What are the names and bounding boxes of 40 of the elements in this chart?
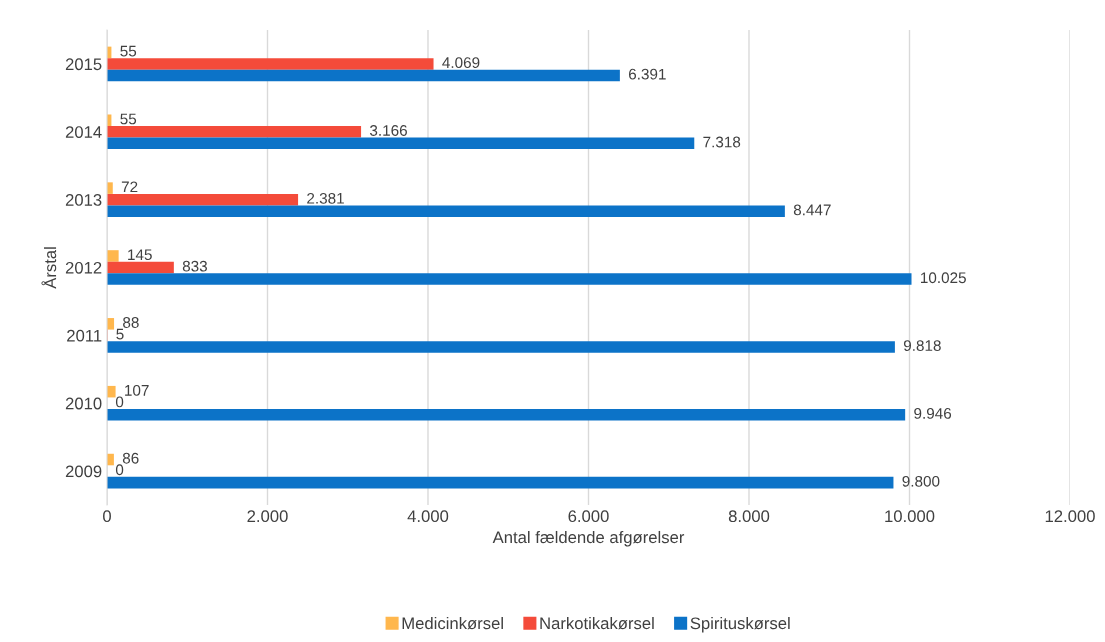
y-tick-label: 2012 bbox=[65, 261, 102, 274]
x-tick-label: 8.000 bbox=[728, 510, 770, 523]
data-label: 10.025 bbox=[921, 272, 966, 284]
y-tick-label: 2009 bbox=[65, 465, 102, 478]
data-label: 86 bbox=[122, 452, 139, 464]
y-axis-title: Årstal bbox=[41, 247, 57, 289]
data-label: 4.069 bbox=[442, 57, 480, 69]
x-tick-label: 0 bbox=[103, 510, 111, 523]
data-label: 0 bbox=[115, 396, 124, 408]
data-label: 9.818 bbox=[903, 340, 941, 351]
y-tick-label: 2010 bbox=[65, 397, 102, 410]
data-label: 5 bbox=[116, 328, 124, 340]
x-tick-label: 4.000 bbox=[407, 510, 449, 523]
data-label: 6.391 bbox=[628, 68, 666, 80]
data-label: 9.800 bbox=[902, 475, 940, 487]
data-label: 7.318 bbox=[703, 136, 741, 148]
data-label: 55 bbox=[120, 45, 137, 57]
data-label: 2.381 bbox=[307, 192, 344, 204]
data-label: 8.447 bbox=[793, 204, 831, 216]
data-label: 72 bbox=[121, 181, 138, 193]
data-label: 9.946 bbox=[914, 408, 952, 419]
x-tick-label: 12.000 bbox=[1045, 510, 1095, 523]
y-tick-label: 2013 bbox=[65, 194, 102, 206]
x-tick-label: 6.000 bbox=[568, 510, 609, 523]
data-label: 55 bbox=[120, 113, 137, 125]
data-label: 145 bbox=[128, 249, 152, 261]
x-tick-label: 10.000 bbox=[885, 510, 935, 523]
y-tick-label: 2011 bbox=[67, 329, 102, 342]
x-tick-label: 2.000 bbox=[247, 510, 288, 523]
data-label: 3.166 bbox=[369, 125, 407, 136]
data-label: 833 bbox=[182, 260, 207, 272]
legend-label: Spirituskørsel bbox=[690, 616, 790, 633]
data-label: 88 bbox=[123, 317, 139, 328]
legend-label: Medicinkørsel bbox=[402, 616, 503, 630]
y-tick-label: 2014 bbox=[65, 126, 102, 138]
y-tick-label: 2015 bbox=[65, 58, 102, 71]
legend-label: Narkotikakørsel bbox=[540, 616, 654, 630]
x-axis-title: Antal fældende afgørelser bbox=[492, 530, 685, 547]
data-label: 107 bbox=[125, 384, 149, 396]
data-label: 0 bbox=[115, 464, 124, 476]
